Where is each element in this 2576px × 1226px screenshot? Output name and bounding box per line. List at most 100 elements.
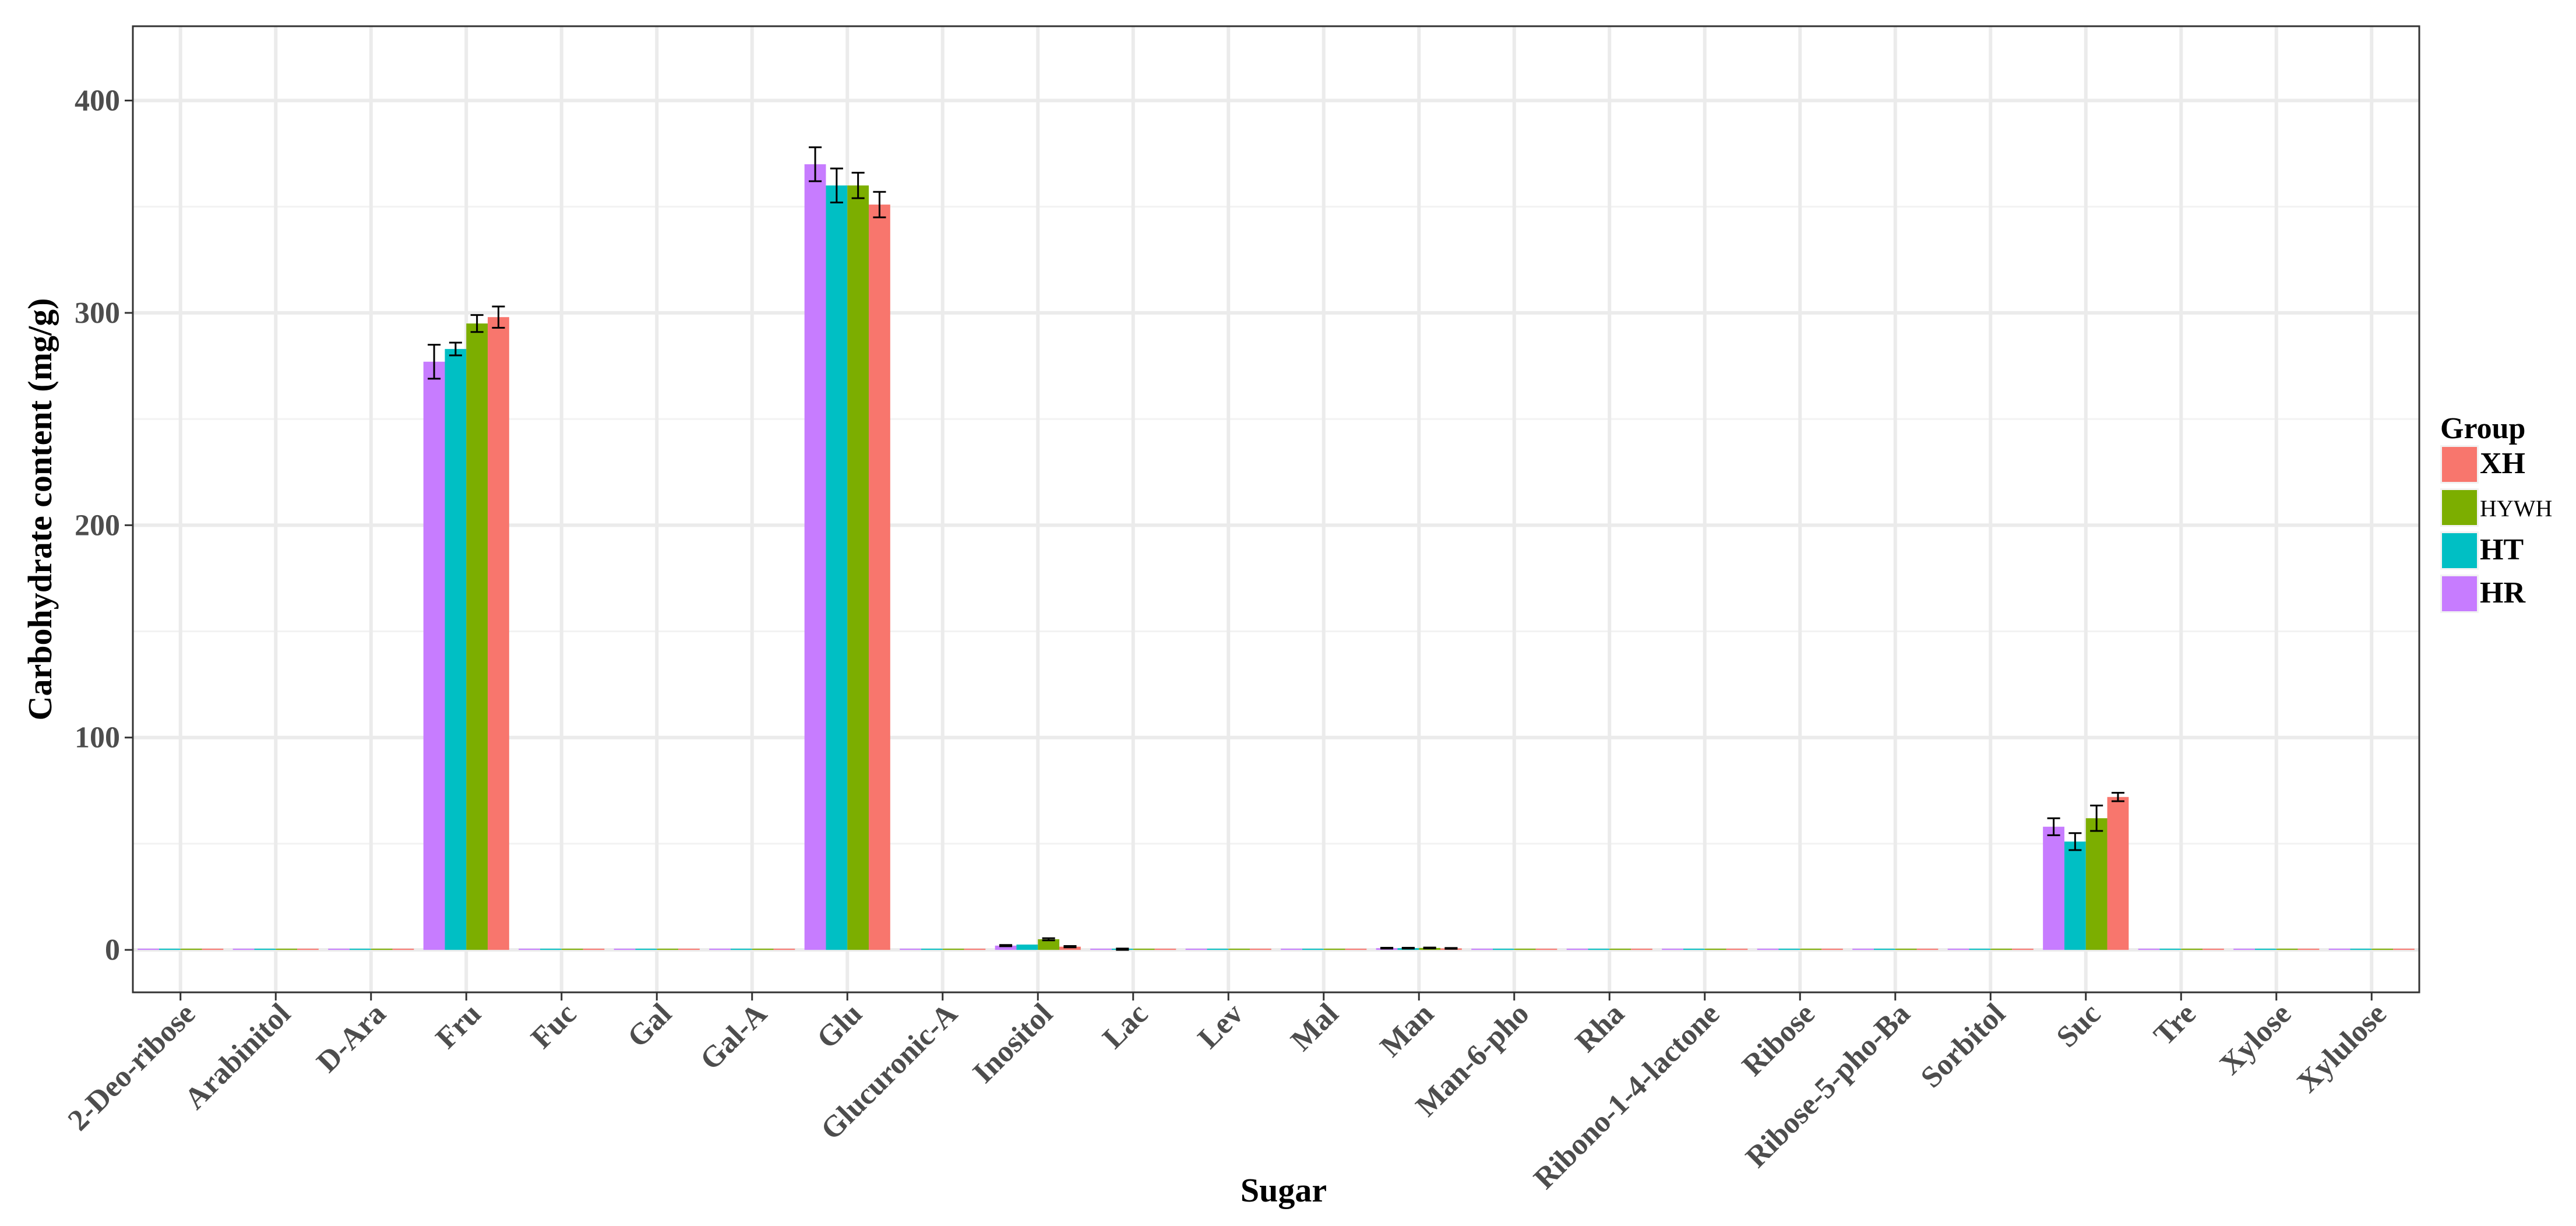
bar-HR-Glu <box>804 164 826 950</box>
bar-HR-Suc <box>2043 826 2064 950</box>
bar-HYWH-Xylose <box>2276 949 2298 950</box>
bar-XH-Suc <box>2107 797 2129 950</box>
bar-HYWH-D-Ara <box>371 949 393 950</box>
bar-HYWH-Lac <box>1133 949 1155 950</box>
bar-HT-Man-6-pho <box>1492 949 1514 950</box>
x-tick-label: Ribose-5-pho-Ba <box>1739 997 1916 1174</box>
bar-HT-Gal <box>635 949 657 950</box>
bar-XH-Arabinitol <box>297 949 319 950</box>
bar-HR-Fuc <box>519 949 540 950</box>
plot-border <box>132 25 2420 994</box>
bar-HT-Lev <box>1207 949 1229 950</box>
bar-HR-Lac <box>1090 949 1112 950</box>
bar-HYWH-Man-6-pho <box>1514 949 1536 950</box>
x-tick-label: Lev <box>1192 997 1250 1055</box>
bar-HR-Man-6-pho <box>1471 949 1493 950</box>
bar-HR-Ribono-1-4-lactone <box>1662 949 1683 950</box>
y-axis: 0 100 200 300 400 <box>75 84 133 967</box>
bar-HR-Tre <box>2138 949 2160 950</box>
bar-HT-Ribose <box>1778 949 1800 950</box>
bar-HYWH-Gal-A <box>752 949 774 950</box>
y-tick-label: 0 <box>105 933 120 967</box>
bar-XH-Glu <box>869 205 890 950</box>
bar-HR-Mal <box>1281 949 1302 950</box>
bar-XH-Fru <box>488 317 509 950</box>
legend-label-XH: XH <box>2480 447 2525 480</box>
bar-HT-Arabinitol <box>254 949 276 950</box>
legend-key-HR <box>2442 576 2477 611</box>
x-tick-label: Xylose <box>2214 997 2297 1081</box>
bar-HT-Tre <box>2159 949 2182 950</box>
bar-HT-Fuc <box>540 949 562 950</box>
plot-background <box>133 26 2419 992</box>
x-tick-label: Xylulose <box>2291 997 2393 1099</box>
bar-XH-Gal-A <box>773 949 795 950</box>
legend: Group XH HYWH HT HR <box>2440 412 2552 613</box>
x-tick-label: Gal <box>621 997 678 1054</box>
bar-HYWH-Gal <box>657 949 679 950</box>
bar-XH-Ribono-1-4-lactone <box>1726 949 1748 950</box>
bar-HYWH-Glu <box>847 185 869 950</box>
x-tick-label: Sorbitol <box>1915 997 2012 1094</box>
bar-HR-D-Ara <box>328 949 350 950</box>
bar-HT-Mal <box>1302 949 1324 950</box>
legend-key-HT <box>2442 533 2477 568</box>
bar-HR-Lev <box>1185 949 1207 950</box>
bar-XH-Inositol <box>1059 946 1081 950</box>
bar-HR-Inositol <box>995 945 1017 950</box>
bar-HT-D-Ara <box>349 949 371 950</box>
bar-HT-Ribono-1-4-lactone <box>1683 949 1705 950</box>
x-tick-label: Suc <box>2050 997 2108 1054</box>
bar-XH-Gal <box>678 949 700 950</box>
bar-XH-2-Deo-ribose <box>202 949 224 950</box>
bars-layer <box>138 164 2415 950</box>
bar-XH-Xylose <box>2297 949 2320 950</box>
major-gridlines <box>133 26 2419 992</box>
bar-HR-2-Deo-ribose <box>138 949 159 950</box>
legend-label-HR: HR <box>2480 576 2526 610</box>
y-tick-label: 400 <box>75 84 120 118</box>
x-tick-label: Man <box>1374 997 1440 1063</box>
bar-HYWH-Tre <box>2181 949 2203 950</box>
bar-HR-Glucuronic-A <box>900 949 921 950</box>
bar-HYWH-Arabinitol <box>276 949 298 950</box>
x-tick-label: D-Ara <box>311 997 392 1079</box>
bar-XH-Sorbitol <box>2012 949 2034 950</box>
bar-HR-Xylulose <box>2328 949 2351 950</box>
bar-HYWH-Lev <box>1228 949 1250 950</box>
bar-HYWH-Xylulose <box>2371 949 2394 950</box>
bar-HT-Xylulose <box>2350 949 2372 950</box>
bar-XH-D-Ara <box>392 949 414 950</box>
bar-HYWH-Fru <box>466 323 488 950</box>
x-axis-title: Sugar <box>1241 1171 1327 1209</box>
bar-HYWH-Ribono-1-4-lactone <box>1704 949 1726 950</box>
bar-HYWH-Fuc <box>561 949 583 950</box>
bar-HT-Suc <box>2064 841 2086 950</box>
legend-label-HYWH: HYWH <box>2480 495 2552 522</box>
y-tick-label: 200 <box>75 509 120 542</box>
error-bars-layer <box>428 146 2124 951</box>
bar-HYWH-Suc <box>2085 818 2108 950</box>
bar-HT-Xylose <box>2254 949 2277 950</box>
bar-XH-Man-6-pho <box>1535 949 1557 950</box>
bar-HYWH-Glucuronic-A <box>942 949 964 950</box>
x-tick-label: Arabinitol <box>178 997 297 1116</box>
x-tick-label: Glu <box>810 997 869 1055</box>
x-tick-label: Mal <box>1285 997 1345 1058</box>
bar-HR-Ribose-5-pho-Ba <box>1852 949 1874 950</box>
bar-XH-Fuc <box>583 949 605 950</box>
bar-HYWH-Mal <box>1323 949 1345 950</box>
bar-XH-Glucuronic-A <box>964 949 986 950</box>
bar-HT-Glu <box>826 185 848 950</box>
bar-HT-Inositol <box>1016 945 1038 950</box>
bar-XH-Lev <box>1250 949 1271 950</box>
y-tick-label: 300 <box>75 297 120 330</box>
legend-key-HYWH <box>2442 490 2477 525</box>
legend-title: Group <box>2440 412 2525 445</box>
x-tick-label: Fru <box>429 997 488 1055</box>
y-tick-label: 100 <box>75 721 120 755</box>
x-tick-label: Ribose <box>1736 997 1821 1083</box>
bar-HT-Rha <box>1588 949 1610 950</box>
